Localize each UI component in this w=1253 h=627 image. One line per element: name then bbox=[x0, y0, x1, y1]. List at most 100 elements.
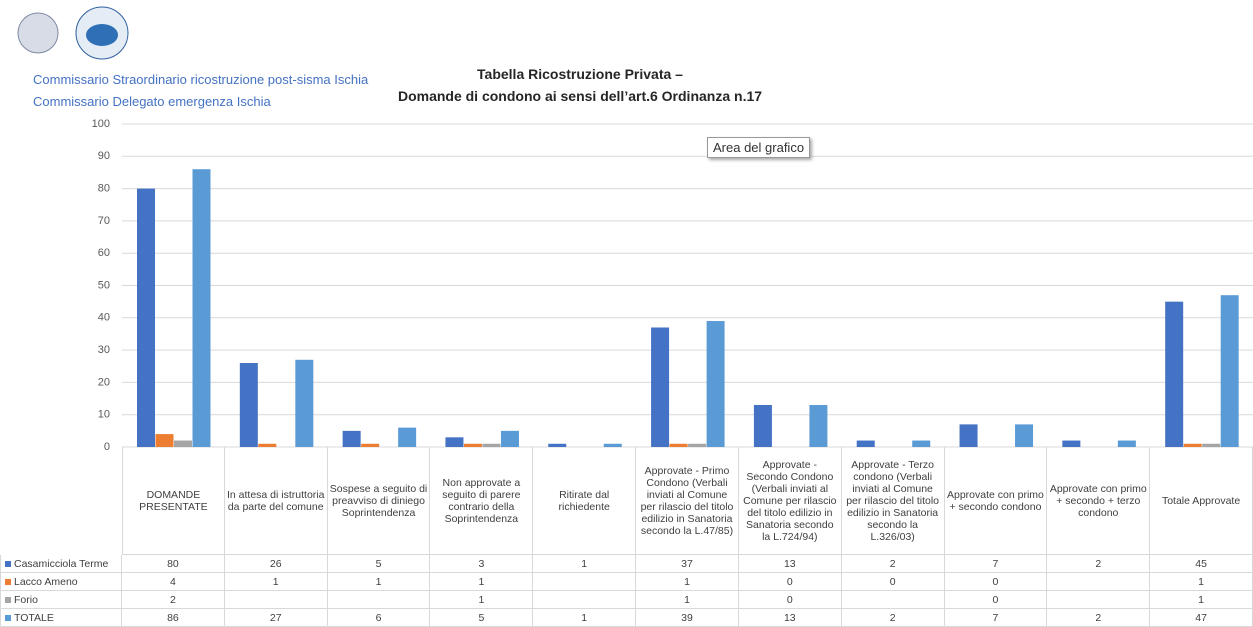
y-tick-label: 40 bbox=[98, 312, 110, 324]
table-value: 7 bbox=[944, 555, 1048, 573]
bar bbox=[174, 440, 192, 447]
table-value: 45 bbox=[1150, 555, 1253, 573]
bar bbox=[1183, 443, 1202, 447]
table-value bbox=[327, 591, 431, 609]
y-tick-label: 10 bbox=[98, 409, 110, 421]
header-line: Commissario Delegato emergenza Ischia bbox=[33, 94, 271, 109]
bar bbox=[295, 359, 314, 447]
bar bbox=[463, 443, 482, 447]
category-label: Approvate con primo + secondo + terzo co… bbox=[1047, 447, 1151, 555]
table-value: 27 bbox=[224, 609, 328, 627]
table-value bbox=[224, 591, 328, 609]
bar bbox=[155, 434, 174, 447]
table-value: 2 bbox=[1047, 555, 1151, 573]
table-value: 1 bbox=[430, 573, 534, 591]
legend-entry: Lacco Ameno bbox=[0, 573, 122, 591]
chart-title: Tabella Ricostruzione Privata – bbox=[477, 66, 683, 82]
table-value: 13 bbox=[738, 609, 842, 627]
legend-key bbox=[5, 614, 11, 621]
table-value: 86 bbox=[122, 609, 225, 627]
bar bbox=[548, 443, 567, 447]
table-value: 6 bbox=[327, 609, 431, 627]
bar bbox=[688, 443, 707, 447]
bar bbox=[1015, 424, 1034, 447]
header-line: Commissario Straordinario ricostruzione … bbox=[33, 72, 369, 87]
table-value: 2 bbox=[122, 591, 225, 609]
bar bbox=[1117, 440, 1136, 447]
table-value bbox=[533, 591, 637, 609]
bar bbox=[239, 363, 258, 447]
category-label: In attesa di istruttoria da parte del co… bbox=[224, 447, 328, 555]
table-value: 47 bbox=[1150, 609, 1253, 627]
table-value: 1 bbox=[224, 573, 328, 591]
legend-text: Lacco Ameno bbox=[14, 575, 78, 588]
bar bbox=[445, 437, 464, 447]
table-value: 1 bbox=[1150, 573, 1253, 591]
bar bbox=[1202, 443, 1221, 447]
table-value: 0 bbox=[944, 591, 1048, 609]
table-value: 13 bbox=[738, 555, 842, 573]
tooltip: Area del grafico bbox=[707, 137, 811, 158]
legend-key bbox=[5, 578, 11, 585]
y-tick-label: 60 bbox=[98, 247, 110, 259]
bar bbox=[1220, 295, 1239, 447]
legend-key bbox=[5, 560, 11, 567]
category-label: Ritirate dal richiedente bbox=[533, 447, 637, 555]
y-tick-label: 80 bbox=[98, 183, 110, 195]
table-value: 0 bbox=[841, 573, 945, 591]
logo-emblem bbox=[17, 12, 59, 54]
table-value: 1 bbox=[533, 609, 637, 627]
table-value: 5 bbox=[327, 555, 431, 573]
table-value: 0 bbox=[944, 573, 1048, 591]
table-value: 1 bbox=[430, 591, 534, 609]
bar bbox=[809, 405, 828, 447]
table-value: 7 bbox=[944, 609, 1048, 627]
category-label: Approvate - Primo Condono (Verbali invia… bbox=[636, 447, 739, 555]
category-label: Approvate con primo + secondo condono bbox=[944, 447, 1048, 555]
table-value: 0 bbox=[738, 573, 842, 591]
table-value: 0 bbox=[738, 591, 842, 609]
legend-key bbox=[5, 596, 11, 603]
table-value: 1 bbox=[327, 573, 431, 591]
category-label: Non approvate a seguito di parere contra… bbox=[430, 447, 534, 555]
y-tick-label: 20 bbox=[98, 376, 110, 388]
table-value bbox=[841, 591, 945, 609]
bar bbox=[1062, 440, 1081, 447]
bar bbox=[342, 430, 361, 447]
bar bbox=[361, 443, 380, 447]
category-label: Totale Approvate bbox=[1150, 447, 1253, 555]
category-label: Approvate - Terzo condono (Verbali invia… bbox=[841, 447, 945, 555]
table-value: 2 bbox=[1047, 609, 1151, 627]
chart-title: Domande di condono ai sensi dell’art.6 O… bbox=[397, 88, 763, 104]
legend-text: TOTALE bbox=[14, 611, 54, 624]
bar bbox=[192, 169, 211, 447]
table-value: 39 bbox=[636, 609, 739, 627]
table-value: 2 bbox=[841, 555, 945, 573]
table-value: 4 bbox=[122, 573, 225, 591]
bar bbox=[603, 443, 622, 447]
legend-entry: Forio bbox=[0, 591, 122, 609]
table-value: 1 bbox=[636, 573, 739, 591]
bar bbox=[912, 440, 931, 447]
table-value: 3 bbox=[430, 555, 534, 573]
y-tick-label: 70 bbox=[98, 215, 110, 227]
category-label: DOMANDE PRESENTATE bbox=[122, 447, 225, 555]
legend-entry: TOTALE bbox=[0, 609, 122, 627]
bar bbox=[856, 440, 875, 447]
y-tick-label: 100 bbox=[92, 118, 110, 130]
bar bbox=[137, 188, 155, 447]
category-label: Approvate - Secondo Condono (Verbali inv… bbox=[738, 447, 842, 555]
y-tick-label: 0 bbox=[104, 441, 110, 453]
bar bbox=[959, 424, 978, 447]
bar bbox=[398, 427, 417, 447]
table-value bbox=[1047, 591, 1151, 609]
table-value: 5 bbox=[430, 609, 534, 627]
bar bbox=[706, 321, 725, 447]
y-tick-label: 30 bbox=[98, 344, 110, 356]
bar bbox=[258, 443, 277, 447]
bar bbox=[753, 405, 772, 447]
y-tick-label: 90 bbox=[98, 150, 110, 162]
bar bbox=[651, 327, 670, 447]
table-value: 1 bbox=[533, 555, 637, 573]
